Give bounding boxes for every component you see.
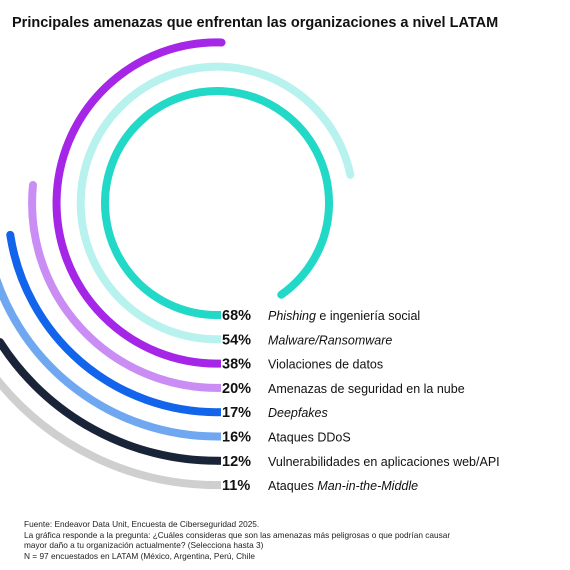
arc-1: [76, 62, 355, 344]
value-label-5: 16%: [222, 430, 251, 446]
source-note: Fuente: Endeavor Data Unit, Encuesta de …: [24, 519, 260, 529]
value-label-6: 12%: [222, 454, 251, 470]
chart-footer: Fuente: Endeavor Data Unit, Encuesta de …: [24, 519, 554, 561]
arc-2: [52, 38, 226, 368]
chart-title: Principales amenazas que enfrentan las o…: [12, 15, 499, 31]
value-label-3: 20%: [222, 381, 251, 397]
chart-labels: 68% Phishing e ingeniería social 54% Malwar…: [222, 308, 500, 494]
arc-3: [28, 180, 221, 392]
value-label-7: 11%: [222, 478, 250, 494]
arc-5: [0, 277, 221, 441]
category-label-2: Violaciones de datos: [268, 358, 383, 372]
value-label-1: 54%: [222, 332, 251, 348]
question-note-line-2: mayor daño a tu organización actualmente…: [24, 540, 264, 551]
arc-0: [101, 87, 333, 319]
category-label-1: Malware/Ransomware: [268, 333, 392, 347]
category-label-7: Ataques Man-in-the-Middle: [268, 479, 418, 493]
arc-6: [0, 338, 221, 465]
radial-bar-chart: 68% Phishing e ingeniería social 54% Malwar…: [0, 38, 500, 494]
category-label-4: Deepfakes: [268, 406, 328, 420]
question-note-line-1: La gráfica responde a la pregunta: ¿Cuál…: [24, 529, 451, 540]
category-label-6: Vulnerabilidades en aplicaciones web/API: [268, 455, 500, 469]
arc-4: [6, 230, 221, 417]
category-label-0: Phishing e ingeniería social: [268, 309, 420, 323]
arc-7: [0, 376, 221, 490]
value-label-2: 38%: [222, 357, 251, 373]
value-label-4: 17%: [222, 405, 251, 421]
category-label-5: Ataques DDoS: [268, 431, 351, 445]
category-label-3: Amenazas de seguridad en la nube: [268, 382, 465, 396]
chart-arcs: [0, 38, 355, 490]
sample-note: N = 97 encuestados en LATAM (México, Arg…: [24, 550, 255, 561]
value-label-0: 68%: [222, 308, 251, 324]
